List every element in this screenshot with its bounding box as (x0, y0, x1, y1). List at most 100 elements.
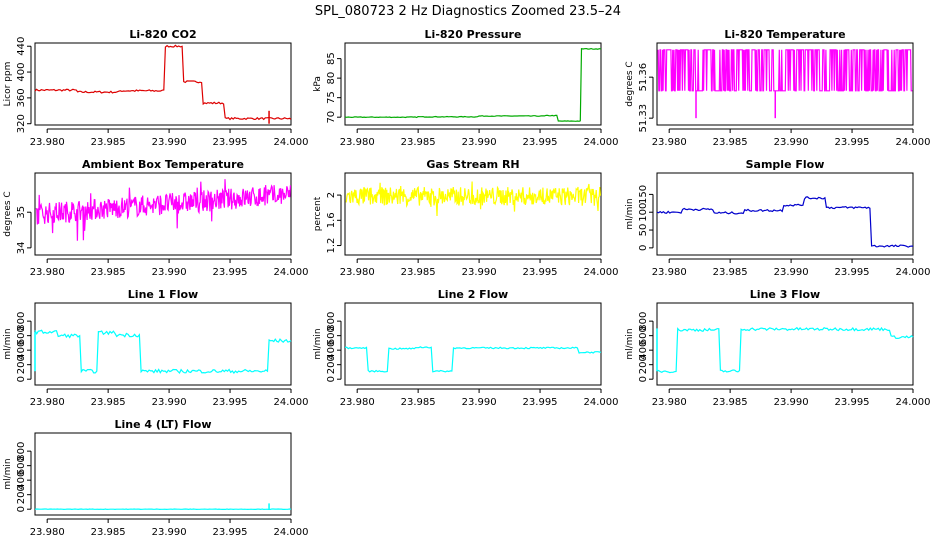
y-tick-label: 200 (16, 485, 27, 504)
plot-frame (34, 432, 292, 516)
x-tick-label: 23.980 (652, 137, 687, 148)
y-tick-label: 400 (16, 341, 27, 360)
y-tick-label: 150 (638, 185, 649, 204)
panel-0: Li-820 CO2 Licor ppm 23.980 23.985 23.990 23.… (3, 28, 309, 148)
plot-frame (656, 42, 914, 126)
panel-4: Gas Stream RH percent 23.980 23.985 23.990 23… (313, 158, 619, 278)
y-tick-label: 70 (326, 111, 337, 124)
plot-frame (344, 42, 602, 126)
series-line (656, 196, 913, 248)
y-tick-label: 800 (16, 442, 27, 461)
x-tick-label: 23.985 (91, 267, 126, 278)
plot-frame (344, 172, 602, 256)
y-tick-label: 800 (326, 312, 337, 331)
y-tick-label: 2 (326, 192, 337, 198)
x-tick-label: 23.985 (713, 267, 748, 278)
x-tick-label: 23.995 (835, 267, 870, 278)
panel-2: Li-820 Temperature degrees C 23.980 23.985 2… (625, 28, 931, 148)
y-tick-label: 34 (16, 242, 27, 255)
y-axis-label: ml/min (313, 328, 323, 359)
x-tick-label: 23.985 (91, 527, 126, 538)
x-tick-label: 23.980 (652, 267, 687, 278)
x-tick-label: 23.980 (30, 527, 65, 538)
y-tick-label: 600 (326, 326, 337, 345)
panel-title: Sample Flow (746, 158, 825, 171)
x-tick-label: 23.995 (213, 527, 248, 538)
y-tick-label: 75 (326, 91, 337, 104)
x-tick-label: 23.980 (30, 137, 65, 148)
x-tick-label: 23.990 (774, 267, 809, 278)
panel-8: Line 3 Flow ml/min 23.980 23.985 23.990 23.99… (625, 288, 931, 408)
series-line (656, 326, 914, 374)
panel-9: Line 4 (LT) Flow ml/min 23.980 23.985 23.990… (3, 418, 309, 538)
x-tick-label: 24.000 (896, 137, 931, 148)
y-tick-label: 440 (16, 37, 27, 56)
panel-title: Line 1 Flow (128, 288, 198, 301)
x-tick-label: 23.990 (462, 397, 497, 408)
x-tick-label: 23.985 (713, 397, 748, 408)
y-tick-label: 50 (638, 224, 649, 237)
y-tick-label: 85 (326, 52, 337, 65)
x-tick-label: 24.000 (896, 397, 931, 408)
x-tick-label: 23.995 (835, 397, 870, 408)
y-tick-label: 80 (326, 72, 337, 85)
x-tick-label: 23.995 (835, 137, 870, 148)
y-tick-label: 35 (16, 206, 27, 219)
panel-7: Line 2 Flow ml/min 23.980 23.985 23.990 23.99… (313, 288, 619, 408)
y-tick-label: 400 (16, 471, 27, 490)
x-tick-label: 23.990 (152, 137, 187, 148)
panel-title: Gas Stream RH (426, 158, 519, 171)
x-tick-label: 23.990 (152, 397, 187, 408)
x-tick-label: 23.990 (462, 267, 497, 278)
panel-3: Ambient Box Temperature degrees C 23.980 23… (3, 158, 309, 278)
figure-title: SPL_080723 2 Hz Diagnostics Zoomed 23.5–… (315, 4, 621, 19)
y-tick-label: 600 (638, 326, 649, 345)
y-axis-label: degrees C (3, 191, 13, 236)
y-axis-label: percent (313, 196, 323, 231)
panel-title: Line 2 Flow (438, 288, 508, 301)
x-tick-label: 24.000 (584, 397, 619, 408)
y-tick-label: 800 (638, 312, 649, 331)
x-tick-label: 23.980 (30, 267, 65, 278)
y-axis-label: kPa (313, 76, 323, 92)
x-tick-label: 23.980 (340, 137, 375, 148)
panel-title: Li-820 CO2 (129, 28, 196, 41)
y-tick-label: 0 (16, 376, 27, 382)
y-axis-label: Licor ppm (3, 62, 13, 107)
y-tick-label: 360 (16, 88, 27, 107)
x-tick-label: 23.995 (213, 397, 248, 408)
y-tick-label: 0 (638, 245, 649, 251)
series-line (34, 329, 292, 375)
plot-frame (656, 302, 914, 386)
x-tick-label: 24.000 (584, 267, 619, 278)
x-tick-label: 23.985 (91, 397, 126, 408)
x-tick-label: 23.985 (401, 397, 436, 408)
x-tick-label: 23.990 (774, 397, 809, 408)
y-tick-label: 51.36 (638, 63, 649, 92)
y-tick-label: 0 (638, 376, 649, 382)
x-tick-label: 23.980 (652, 397, 687, 408)
x-tick-label: 24.000 (274, 137, 309, 148)
plot-frame (34, 172, 292, 256)
y-tick-label: 400 (638, 341, 649, 360)
x-tick-label: 24.000 (274, 267, 309, 278)
x-tick-label: 24.000 (274, 397, 309, 408)
y-axis-label: degrees C (625, 61, 635, 106)
x-tick-label: 23.990 (462, 137, 497, 148)
x-tick-label: 23.995 (213, 137, 248, 148)
y-tick-label: 51.33 (638, 104, 649, 133)
y-axis-label: ml/min (3, 328, 13, 359)
y-tick-label: 100 (638, 203, 649, 222)
y-tick-label: 400 (16, 63, 27, 82)
panel-title: Line 3 Flow (750, 288, 820, 301)
x-tick-label: 23.990 (152, 267, 187, 278)
x-tick-label: 23.985 (713, 137, 748, 148)
x-tick-label: 23.995 (523, 267, 558, 278)
x-tick-label: 23.985 (401, 137, 436, 148)
plot-frame (656, 172, 914, 256)
x-tick-label: 23.995 (213, 267, 248, 278)
y-axis-label: ml/min (3, 458, 13, 489)
series-line (345, 181, 601, 217)
series-line (657, 49, 913, 92)
